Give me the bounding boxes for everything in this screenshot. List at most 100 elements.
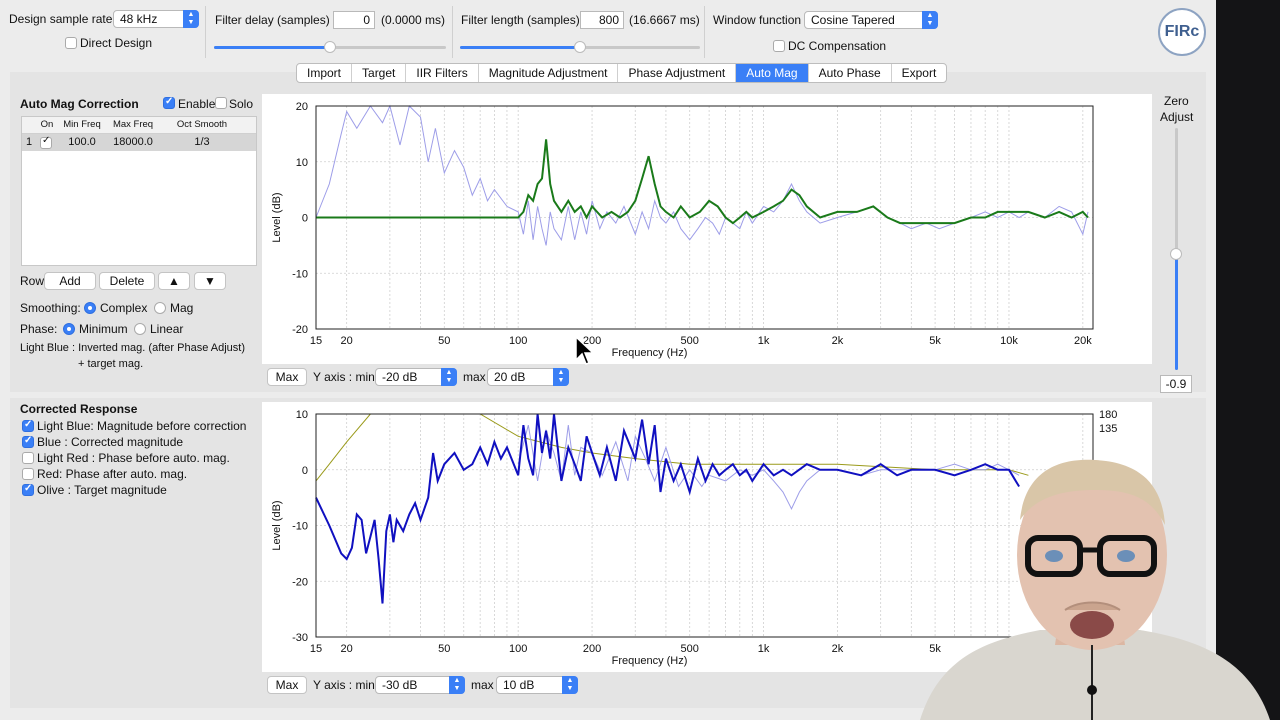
table-header: On Min Freq Max Freq Oct Smooth <box>22 117 256 134</box>
chart2-min-select[interactable]: -30 dB ▲ ▼ <box>375 676 465 694</box>
window-function-select[interactable]: Cosine Tapered ▲ ▼ <box>804 11 938 29</box>
y-tick-label: 0 <box>302 213 308 225</box>
separator <box>704 6 705 58</box>
enable-checkbox[interactable] <box>163 96 175 109</box>
corrected-option-label: Light Blue: Magnitude before correction <box>37 419 247 433</box>
y-axis-label: Level (dB) <box>271 192 283 242</box>
chart1-max-button[interactable]: Max <box>267 368 307 386</box>
logo-text: FIRc <box>1164 23 1200 40</box>
x-tick-label: 200 <box>583 643 601 655</box>
row-min-freq[interactable]: 100.0 <box>68 136 96 148</box>
correction-chart-area <box>262 94 1152 364</box>
smoothing-mag-radio[interactable] <box>154 302 166 314</box>
x-tick-label: 2k <box>832 643 844 655</box>
dc-compensation-checkbox[interactable] <box>773 40 785 52</box>
zero-adjust-slider-fill <box>1175 254 1178 370</box>
y-tick-label: 0 <box>302 465 308 477</box>
table-header-max-freq: Max Freq <box>112 119 154 130</box>
filter-delay-field[interactable]: 0 <box>333 11 375 29</box>
phase-minimum-label: Minimum <box>79 322 128 336</box>
zero-adjust-value[interactable]: -0.9 <box>1160 375 1192 393</box>
x-tick-label: 100 <box>509 335 527 347</box>
row-max-freq[interactable]: 18000.0 <box>113 136 153 148</box>
solo-checkbox[interactable] <box>215 97 227 109</box>
chart1-min-select[interactable]: -20 dB ▲ ▼ <box>375 368 457 386</box>
add-row-button[interactable]: Add <box>44 272 96 290</box>
y-tick-label: -30 <box>292 632 308 644</box>
table-row[interactable]: 1 ✓ 100.0 18000.0 1/3 <box>22 134 256 151</box>
chart1-max-select[interactable]: 20 dB ▲ ▼ <box>487 368 569 386</box>
y-tick-label: -10 <box>292 521 308 533</box>
zero-adjust-label-1: Zero <box>1164 94 1189 108</box>
x-axis-label: Frequency (Hz) <box>612 347 688 359</box>
tab-auto-mag[interactable]: Auto Mag <box>736 64 809 82</box>
x-tick-label: 20k <box>1074 335 1092 347</box>
corrected-option-checkbox[interactable] <box>22 468 34 480</box>
design-sample-rate-select[interactable]: 48 kHz ▲ ▼ <box>113 10 199 28</box>
zero-adjust-slider-thumb[interactable] <box>1170 248 1182 260</box>
corrected-option-checkbox[interactable] <box>22 452 34 464</box>
corrected-response-title: Corrected Response <box>20 402 138 416</box>
select-arrows-icon: ▲ ▼ <box>562 676 578 694</box>
x-tick-label: 500 <box>681 335 699 347</box>
x-tick-label: 20 <box>341 643 353 655</box>
y-tick-label: 20 <box>296 101 308 113</box>
row-on-checkbox[interactable]: ✓ <box>40 135 52 149</box>
smoothing-complex-label: Complex <box>100 301 148 315</box>
y-tick-label: 10 <box>296 409 308 421</box>
corrected-option-label: Olive : Target magnitude <box>37 483 167 497</box>
tab-auto-phase[interactable]: Auto Phase <box>809 64 892 82</box>
tab-import[interactable]: Import <box>297 64 353 82</box>
tab-iir-filters[interactable]: IIR Filters <box>406 64 479 82</box>
tab-target[interactable]: Target <box>352 64 407 82</box>
corrected-option-checkbox[interactable] <box>22 435 34 448</box>
x-tick-label: 2k <box>832 335 844 347</box>
y-tick-label: -10 <box>292 268 308 280</box>
y-axis-label: Level (dB) <box>271 500 283 550</box>
x-axis-label: Frequency (Hz) <box>612 655 688 667</box>
phase-linear-radio[interactable] <box>134 323 146 335</box>
chart2-max-button[interactable]: Max <box>267 676 307 694</box>
note-line-2: + target mag. <box>78 358 144 370</box>
filter-length-ms: (16.6667 ms) <box>629 13 700 27</box>
tab-export[interactable]: Export <box>901 66 937 80</box>
chart2-max-select[interactable]: 10 dB ▲ ▼ <box>496 676 578 694</box>
move-down-button[interactable]: ▼ <box>194 272 226 290</box>
table-header-min-freq: Min Freq <box>63 119 101 130</box>
zero-adjust-label-2: Adjust <box>1160 110 1194 124</box>
y-tick-label: -20 <box>292 576 308 588</box>
tab-magnitude-adjustment[interactable]: Magnitude Adjustment <box>479 64 619 82</box>
design-sample-rate-label: Design sample rate <box>9 12 113 26</box>
x-tick-label: 100 <box>509 643 527 655</box>
y2-tick-label: 135 <box>1099 423 1117 435</box>
smoothing-mag-label: Mag <box>170 301 194 315</box>
corrected-option-checkbox[interactable] <box>22 419 34 432</box>
chart2-max-label: max <box>471 678 494 692</box>
note-line-1: Light Blue : Inverted mag. (after Phase … <box>20 342 246 354</box>
x-tick-label: 1k <box>758 643 770 655</box>
filter-delay-slider-thumb[interactable] <box>324 41 336 53</box>
row-index: 1 <box>25 136 33 148</box>
x-tick-label: 10k <box>1000 335 1018 347</box>
chart2-yaxis-min-label: Y axis : min <box>313 678 375 692</box>
row-oct-smooth[interactable]: 1/3 <box>194 136 210 148</box>
tab-bar: Import Target IIR Filters Magnitude Adjustm… <box>296 63 948 83</box>
smoothing-complex-radio[interactable] <box>84 302 96 314</box>
filter-length-slider-thumb[interactable] <box>574 41 586 53</box>
filter-delay-ms: (0.0000 ms) <box>381 13 446 27</box>
phase-label: Phase: <box>20 322 58 336</box>
x-tick-label: 15 <box>310 335 322 347</box>
design-sample-rate-value: 48 kHz <box>120 12 158 26</box>
corrected-option-checkbox[interactable] <box>22 483 34 496</box>
auto-mag-title: Auto Mag Correction <box>20 97 139 111</box>
move-up-button[interactable]: ▲ <box>158 272 190 290</box>
filter-length-field[interactable]: 800 <box>580 11 624 29</box>
select-arrows-icon: ▲ ▼ <box>183 10 199 28</box>
tab-phase-adjustment[interactable]: Phase Adjustment <box>618 64 737 82</box>
series-corrected-line <box>315 413 1020 604</box>
chart1-max-value: 20 dB <box>494 370 526 384</box>
delete-row-button[interactable]: Delete <box>99 272 155 290</box>
window-function-label: Window function <box>713 13 802 27</box>
phase-minimum-radio[interactable] <box>63 323 75 335</box>
direct-design-checkbox[interactable] <box>65 37 77 49</box>
